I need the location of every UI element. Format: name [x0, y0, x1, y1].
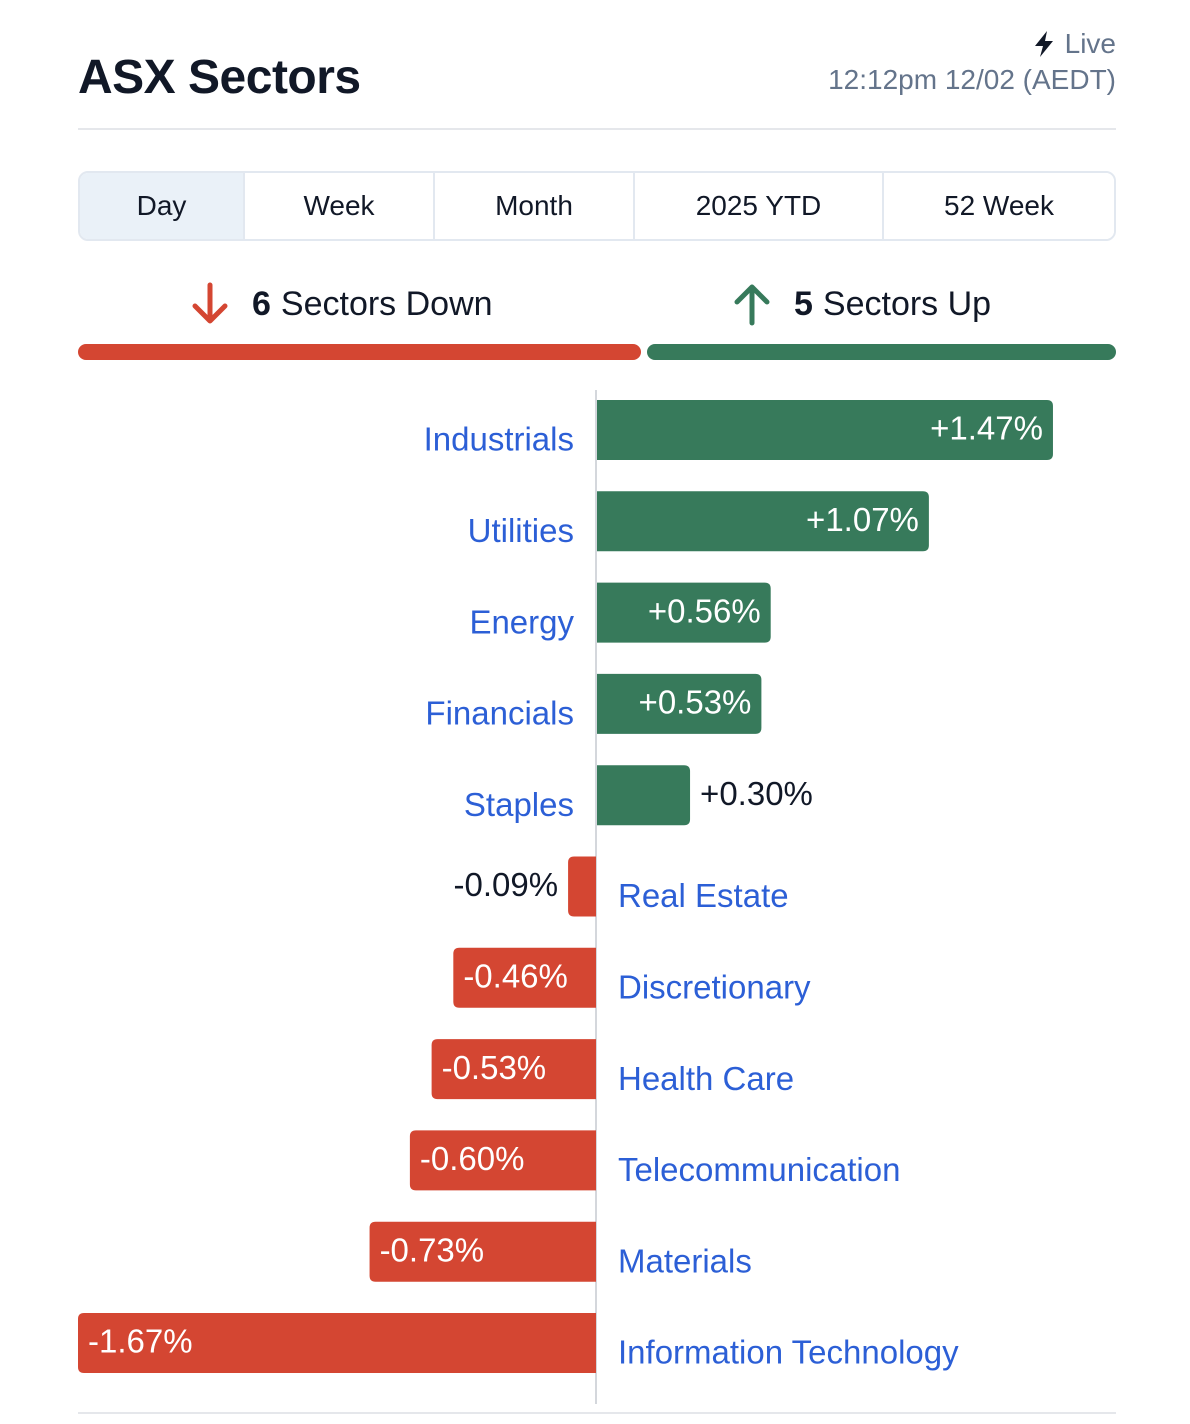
sector-value-label: -0.09%: [454, 866, 559, 903]
sector-bar[interactable]: [409, 1130, 596, 1191]
tab-52-week[interactable]: 52 Week: [884, 173, 1114, 239]
sector-name-link[interactable]: Utilities: [468, 512, 574, 549]
sector-row[interactable]: +1.07% Utilities: [468, 491, 929, 552]
arrow-down-icon: [192, 282, 228, 324]
sector-bar[interactable]: [78, 1313, 596, 1373]
sector-row[interactable]: -0.46% Discretionary: [453, 947, 811, 1008]
sector-bar[interactable]: [431, 1039, 596, 1100]
sectors-down-summary: 6 Sectors Down: [190, 278, 493, 330]
sector-value-label: -0.53%: [442, 1049, 547, 1086]
footer-divider: [78, 1412, 1116, 1414]
sector-row[interactable]: -0.09% Real Estate: [454, 856, 789, 917]
sector-bar-chart: +1.47% Industrials +1.07% Utilities +0.56% En…: [78, 390, 1053, 1404]
sector-bar[interactable]: [597, 491, 929, 552]
sector-value-label: -1.67%: [88, 1323, 193, 1360]
sector-bar[interactable]: [453, 947, 596, 1008]
sector-name-link[interactable]: Materials: [618, 1242, 752, 1279]
period-tabs: Day Week Month 2025 YTD 52 Week: [78, 171, 1116, 241]
sector-name-link[interactable]: Telecommunication: [618, 1151, 900, 1188]
sector-row[interactable]: -0.53% Health Care: [431, 1039, 794, 1100]
sector-name-link[interactable]: Real Estate: [618, 877, 789, 914]
sector-bar[interactable]: [597, 765, 691, 826]
sector-row[interactable]: +0.30% Staples: [464, 765, 813, 826]
tab-day[interactable]: Day: [80, 173, 245, 239]
widget-header: ASX Sectors Live 12:12pm 12/02 (AEDT): [78, 28, 1116, 130]
sector-value-label: +0.53%: [639, 684, 752, 721]
sector-bar[interactable]: [597, 582, 771, 643]
sector-row[interactable]: -1.67% Information Technology: [78, 1313, 959, 1373]
sector-bar[interactable]: [597, 673, 762, 734]
sector-row[interactable]: -0.60% Telecommunication: [409, 1130, 901, 1191]
sectors-up-count: 5: [794, 284, 813, 323]
sector-name-link[interactable]: Health Care: [618, 1060, 794, 1097]
sectors-up-summary: 5 Sectors Up: [732, 278, 991, 330]
sector-value-label: -0.73%: [380, 1231, 485, 1268]
sector-value-label: -0.46%: [463, 958, 568, 995]
tab-2025-ytd[interactable]: 2025 YTD: [635, 173, 884, 239]
sector-name-link[interactable]: Staples: [464, 786, 574, 823]
sectors-up-label: Sectors Up: [822, 284, 992, 323]
sector-value-label: +0.56%: [648, 592, 761, 629]
sector-name-link[interactable]: Discretionary: [618, 969, 811, 1006]
sectors-down-ratio-bar: [78, 344, 641, 360]
sector-row[interactable]: +0.56% Energy: [469, 582, 771, 643]
sectors-down-count: 6: [252, 284, 271, 323]
sector-name-link[interactable]: Energy: [469, 603, 574, 640]
page-title: ASX Sectors: [78, 51, 361, 104]
sector-row[interactable]: -0.73% Materials: [369, 1221, 752, 1282]
sector-value-label: +0.30%: [700, 775, 813, 812]
sector-value-label: +1.47%: [930, 410, 1043, 447]
sector-name-link[interactable]: Financials: [425, 695, 574, 732]
tab-week[interactable]: Week: [245, 173, 435, 239]
sector-bar[interactable]: [597, 400, 1053, 460]
sector-bar[interactable]: [369, 1221, 596, 1282]
lightning-icon: [1034, 31, 1053, 57]
sector-name-link[interactable]: Information Technology: [618, 1334, 959, 1371]
sectors-down-label: Sectors Down: [280, 284, 493, 323]
arrow-up-icon: [734, 284, 770, 326]
sectors-up-ratio-bar: [647, 344, 1116, 360]
live-indicator: Live: [1033, 28, 1116, 60]
sector-bar[interactable]: [568, 856, 596, 917]
sector-value-label: +1.07%: [806, 501, 919, 538]
sector-value-label: -0.60%: [420, 1140, 525, 1177]
live-label: Live: [1064, 28, 1116, 59]
sector-row[interactable]: +0.53% Financials: [425, 673, 762, 734]
tab-month[interactable]: Month: [435, 173, 635, 239]
sector-name-link[interactable]: Industrials: [424, 421, 574, 458]
sector-row[interactable]: +1.47% Industrials: [424, 400, 1053, 460]
timestamp: 12:12pm 12/02 (AEDT): [828, 64, 1116, 95]
